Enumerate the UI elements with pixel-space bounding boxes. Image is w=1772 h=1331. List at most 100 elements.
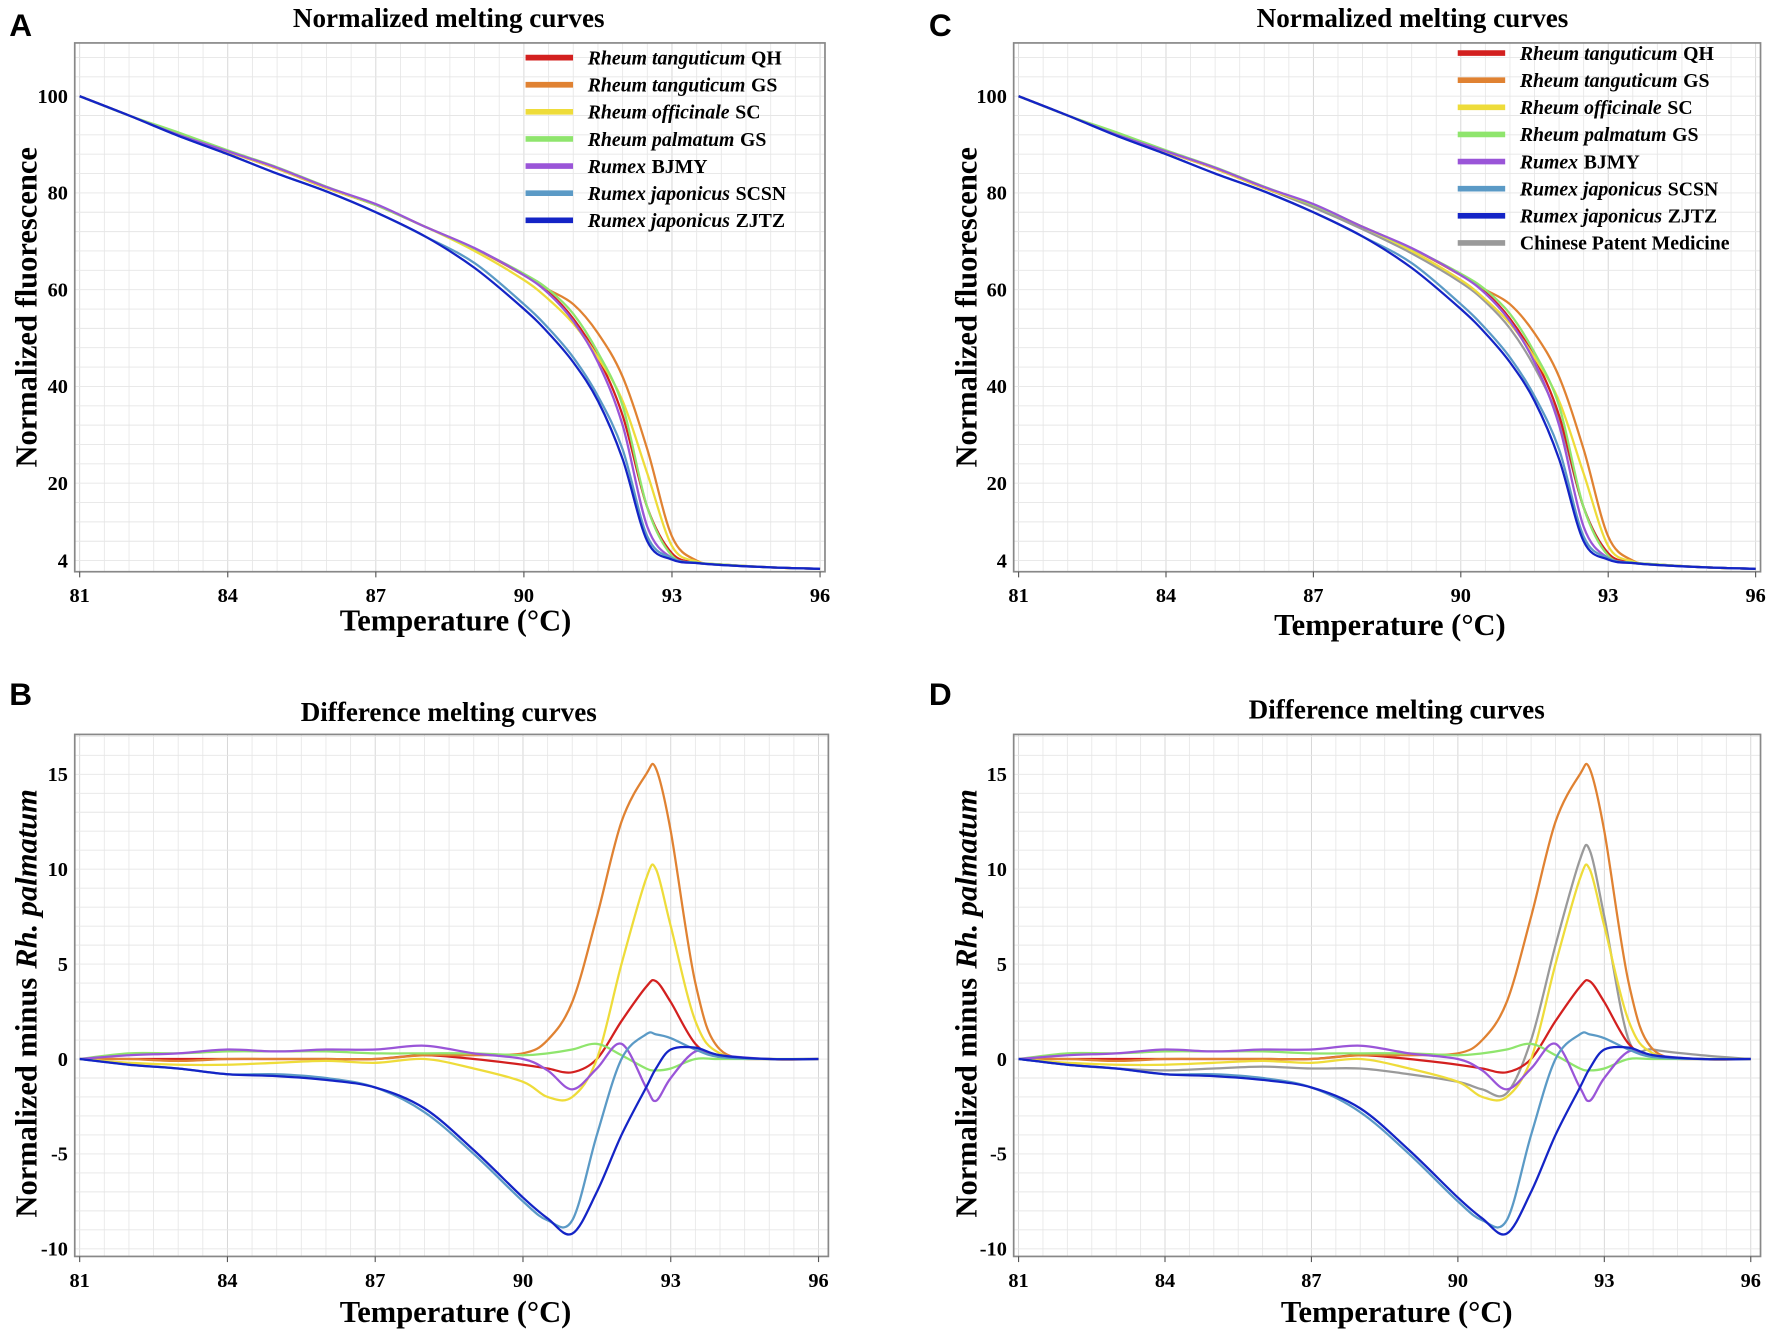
x-tick-label: 87 — [1301, 1270, 1321, 1292]
y-axis-label: Normalized minus Rh. palmatum — [10, 789, 44, 1217]
legend-item: Rheum officinale SC — [1519, 97, 1693, 119]
x-tick-label: 81 — [1008, 1270, 1028, 1292]
legend-item: Rheum tanguticum GS — [587, 75, 778, 97]
legend-item: Rumex japonicus ZJTZ — [1519, 206, 1717, 228]
legend-item: Rheum tanguticum QH — [1519, 43, 1715, 65]
legend-code: SC — [735, 102, 760, 124]
x-tick-label: 96 — [1741, 1270, 1761, 1292]
series-lines — [1018, 95, 1756, 570]
legend-species: Rumex — [1519, 151, 1578, 173]
y-axis-label: Normalized minus Rh. palmatum — [950, 789, 984, 1217]
x-tick-label: 90 — [1448, 1270, 1468, 1292]
plot-area — [1013, 734, 1761, 1257]
panel-b: B Difference melting curves 81 84 87 90 93 96 15… — [9, 676, 830, 1329]
series-lines — [79, 762, 819, 1236]
legend-item: Rheum tanguticum GS — [1519, 70, 1710, 92]
plot-frame — [1012, 733, 1762, 1258]
x-tick-label: 90 — [1451, 585, 1471, 607]
x-tick-label: 90 — [514, 585, 534, 607]
panel-c: C Normalized melting curves 81 84 87 90 93 96 10… — [929, 3, 1766, 642]
x-tick-label: 81 — [70, 1270, 90, 1292]
legend-code: GS — [740, 129, 766, 151]
y-tick-label: 20 — [987, 473, 1007, 495]
legend-code: ZJTZ — [736, 210, 785, 232]
y-tick-label: 4 — [58, 550, 68, 572]
x-tick-label: 87 — [365, 1270, 385, 1292]
x-tick-label: 87 — [1303, 585, 1323, 607]
legend-item: Rumex japonicus ZJTZ — [587, 210, 785, 232]
y-axis-label-text: Normalized minus — [950, 978, 984, 1218]
series-lines — [79, 95, 821, 570]
panel-letter: A — [9, 7, 32, 43]
y-axis-label-text: Normalized fluorescence — [950, 147, 984, 467]
grid — [74, 734, 829, 1257]
legend-species: Rumex japonicus — [1519, 178, 1663, 200]
x-tick-label: 96 — [810, 585, 830, 607]
y-tick-label: 80 — [48, 183, 68, 205]
plot-area — [74, 734, 829, 1257]
series-line-rumex-japonicus-zjtz — [79, 1045, 819, 1236]
y-axis-label-italic: Rh. palmatum — [950, 789, 984, 970]
y-tick-label: 0 — [997, 1049, 1007, 1071]
legend-species: Rheum tanguticum — [587, 75, 746, 97]
legend-code: SCSN — [736, 183, 787, 205]
legend-species: Rumex japonicus — [587, 210, 731, 232]
y-axis-label: Normalized fluorescence — [10, 147, 44, 467]
y-tick-label: 0 — [58, 1049, 68, 1071]
series-line-rumex-japonicus-zjtz — [79, 95, 821, 570]
legend-code: SC — [1667, 97, 1692, 119]
y-tick-label: 40 — [987, 376, 1007, 398]
legend-code: QH — [751, 47, 782, 69]
grid — [1013, 734, 1761, 1257]
y-tick-label: 20 — [48, 473, 68, 495]
x-tick-label: 93 — [1598, 585, 1618, 607]
chart-title: Normalized melting curves — [293, 3, 605, 33]
legend-code: GS — [751, 75, 777, 97]
legend-item: Rumex BJMY — [587, 156, 708, 178]
legend-code: GS — [1683, 70, 1709, 92]
chart-title: Difference melting curves — [1249, 695, 1545, 725]
legend-species: Rheum palmatum — [1519, 124, 1667, 146]
y-tick-label: 60 — [987, 279, 1007, 301]
legend-species: Rumex japonicus — [587, 183, 731, 205]
y-tick-label: 15 — [987, 764, 1007, 786]
legend-species: Rheum tanguticum — [1519, 70, 1678, 92]
series-line-chinese-patent-medicine — [1018, 843, 1751, 1098]
legend-item: Rheum officinale SC — [587, 102, 761, 124]
series-line-rumex-japonicus-zjtz — [1018, 95, 1756, 570]
x-tick-label: 84 — [218, 585, 238, 607]
x-tick-label: 81 — [70, 585, 90, 607]
x-axis-label: Temperature (°C) — [340, 603, 572, 637]
legend-species: Rheum tanguticum — [587, 47, 746, 69]
y-tick-label: 40 — [48, 376, 68, 398]
x-tick-label: 93 — [661, 1270, 681, 1292]
series-line-rheum-tanguticum-gs — [79, 762, 819, 1063]
y-tick-label: 5 — [997, 954, 1007, 976]
legend-item: Rumex BJMY — [1519, 151, 1640, 173]
legend-species: Rheum officinale — [1519, 97, 1662, 119]
panel-letter: B — [9, 676, 32, 712]
series-lines — [1018, 762, 1751, 1236]
legend-code: BJMY — [1584, 151, 1640, 173]
legend-item: Chinese Patent Medicine — [1520, 233, 1730, 255]
x-tick-label: 90 — [513, 1270, 533, 1292]
x-tick-label: 93 — [1594, 1270, 1614, 1292]
legend-code: SCSN — [1668, 178, 1719, 200]
y-axis-label: Normalized fluorescence — [950, 147, 984, 467]
series-line-rheum-palmatum-gs — [79, 1042, 819, 1072]
legend-species: Rumex japonicus — [1519, 206, 1663, 228]
plot-frame — [73, 733, 830, 1258]
y-tick-label: -10 — [980, 1239, 1007, 1261]
x-axis-label: Temperature (°C) — [1281, 1295, 1513, 1329]
x-tick-label: 84 — [1156, 585, 1176, 607]
y-tick-label: 10 — [987, 859, 1007, 881]
x-tick-label: 81 — [1008, 585, 1028, 607]
y-tick-label: 10 — [48, 859, 68, 881]
legend-species: Rheum palmatum — [587, 129, 735, 151]
legend-species: Rheum officinale — [587, 102, 730, 124]
y-tick-label: -5 — [51, 1144, 68, 1166]
y-tick-label: 100 — [976, 86, 1007, 108]
